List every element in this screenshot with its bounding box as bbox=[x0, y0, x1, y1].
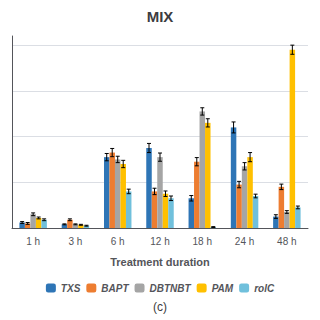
svg-text:rolC: rolC bbox=[254, 283, 275, 294]
svg-text:1 h: 1 h bbox=[26, 236, 40, 247]
svg-text:MIX: MIX bbox=[147, 8, 174, 25]
svg-text:PAM: PAM bbox=[212, 283, 234, 294]
svg-text:DBTNBT: DBTNBT bbox=[150, 283, 192, 294]
svg-text:6 h: 6 h bbox=[111, 236, 125, 247]
svg-text:48 h: 48 h bbox=[277, 236, 296, 247]
svg-text:TXS: TXS bbox=[61, 283, 81, 294]
svg-text:24 h: 24 h bbox=[235, 236, 254, 247]
svg-text:18 h: 18 h bbox=[193, 236, 212, 247]
svg-text:3 h: 3 h bbox=[68, 236, 82, 247]
svg-text:(c): (c) bbox=[153, 300, 167, 314]
svg-text:12 h: 12 h bbox=[150, 236, 169, 247]
svg-text:BAPT: BAPT bbox=[101, 283, 129, 294]
svg-text:Treatment duration: Treatment duration bbox=[110, 256, 210, 268]
